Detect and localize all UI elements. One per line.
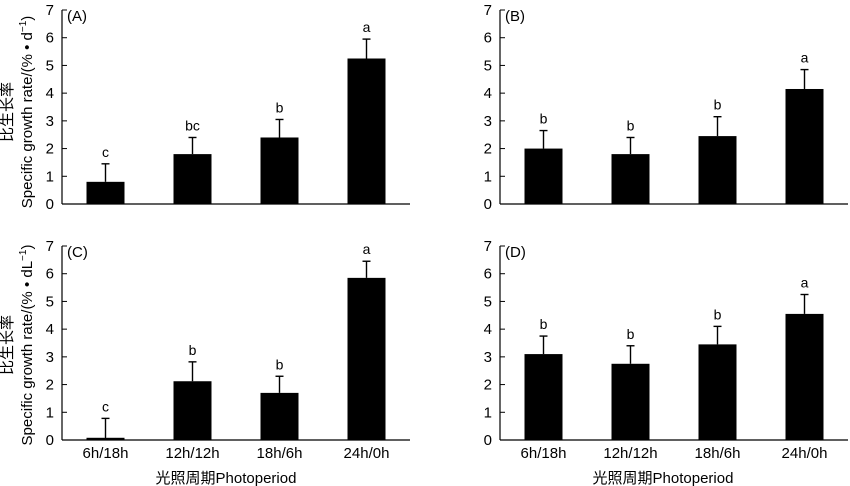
- y-tick-label: 6: [484, 30, 492, 47]
- xlabel-right: 光照周期Photoperiod: [593, 470, 734, 486]
- y-tick-label: 0: [46, 432, 54, 449]
- bar: [173, 381, 212, 440]
- x-tick-label: 18h/6h: [257, 445, 303, 462]
- ylabel-bottom-cn: 比生长率: [0, 315, 16, 375]
- significance-letter: b: [276, 356, 284, 372]
- y-tick-label: 2: [484, 377, 492, 394]
- y-tick-label: 1: [484, 404, 492, 421]
- y-tick-label: 3: [46, 113, 54, 130]
- x-tick-label: 24h/0h: [782, 445, 828, 462]
- y-tick-label: 2: [46, 377, 54, 394]
- y-tick-label: 4: [484, 85, 492, 102]
- significance-letter: a: [801, 275, 809, 291]
- y-tick-label: 7: [46, 238, 54, 255]
- significance-letter: c: [102, 398, 109, 414]
- bar: [524, 148, 563, 204]
- significance-letter: b: [627, 326, 635, 342]
- x-tick-label: 18h/6h: [695, 445, 741, 462]
- bar: [611, 363, 650, 440]
- y-tick-label: 1: [46, 168, 54, 185]
- significance-letter: a: [363, 241, 371, 257]
- x-tick-label: 6h/18h: [521, 445, 567, 462]
- significance-letter: b: [189, 342, 197, 358]
- significance-letter: b: [540, 111, 548, 127]
- y-tick-label: 6: [484, 266, 492, 283]
- bar: [86, 181, 125, 204]
- xlabel-left: 光照周期Photoperiod: [156, 470, 297, 486]
- panel-label: (B): [505, 8, 525, 25]
- panel-label: (D): [505, 244, 526, 261]
- y-tick-label: 5: [46, 57, 54, 74]
- bar: [347, 277, 386, 440]
- bar: [347, 58, 386, 204]
- y-tick-label: 6: [46, 30, 54, 47]
- significance-letter: b: [540, 316, 548, 332]
- bar: [260, 137, 299, 204]
- bar: [698, 136, 737, 204]
- significance-letter: b: [627, 117, 635, 133]
- y-tick-label: 7: [484, 2, 492, 19]
- y-tick-label: 0: [484, 432, 492, 449]
- x-tick-label: 12h/12h: [165, 445, 219, 462]
- y-tick-label: 1: [46, 404, 54, 421]
- y-tick-label: 0: [46, 196, 54, 213]
- y-tick-label: 3: [46, 349, 54, 366]
- y-tick-label: 3: [484, 113, 492, 130]
- y-tick-label: 2: [484, 141, 492, 158]
- y-tick-label: 5: [484, 293, 492, 310]
- significance-letter: b: [276, 99, 284, 115]
- y-tick-label: 4: [46, 321, 54, 338]
- y-tick-label: 1: [484, 168, 492, 185]
- panel-label: (A): [67, 8, 87, 25]
- significance-letter: c: [102, 144, 109, 160]
- y-tick-label: 6: [46, 266, 54, 283]
- y-tick-label: 2: [46, 141, 54, 158]
- y-tick-label: 3: [484, 349, 492, 366]
- x-tick-label: 6h/18h: [83, 445, 129, 462]
- significance-letter: b: [714, 97, 722, 113]
- y-tick-label: 4: [46, 85, 54, 102]
- x-tick-label: 12h/12h: [603, 445, 657, 462]
- y-tick-label: 4: [484, 321, 492, 338]
- bar: [173, 154, 212, 204]
- y-tick-label: 5: [484, 57, 492, 74]
- chart-panel: 0 1 2 3 4 5 6 7 (C) c 6h/18h b 12h/12h b 18h/6h a 24h/0h: [46, 238, 410, 462]
- ylabel-top-cn: 比生长率: [0, 82, 16, 142]
- significance-letter: bc: [185, 117, 200, 133]
- x-tick-label: 24h/0h: [344, 445, 390, 462]
- chart-panel: 0 1 2 3 4 5 6 7 (A) c bc b a: [46, 2, 410, 213]
- significance-letter: a: [363, 19, 371, 35]
- bar: [785, 313, 824, 440]
- y-tick-label: 7: [46, 2, 54, 19]
- y-tick-label: 0: [484, 196, 492, 213]
- ylabel-top: Specific growth rate/(% • d−1): [18, 16, 36, 209]
- bar: [785, 88, 824, 204]
- y-tick-label: 5: [46, 293, 54, 310]
- significance-letter: b: [714, 306, 722, 322]
- bar: [698, 344, 737, 440]
- chart-panel: 0 1 2 3 4 5 6 7 (D) b 6h/18h b 12h/12h b 18h/6h a 24h/0h: [484, 238, 848, 462]
- bar: [260, 392, 299, 440]
- ylabel-bottom: Specific growth rate/(% • dL−1): [18, 245, 36, 446]
- bar: [524, 354, 563, 440]
- y-tick-label: 7: [484, 238, 492, 255]
- significance-letter: a: [801, 50, 809, 66]
- panel-label: (C): [67, 244, 88, 261]
- bar: [611, 154, 650, 204]
- chart-panel: 0 1 2 3 4 5 6 7 (B) b b b a: [484, 2, 848, 213]
